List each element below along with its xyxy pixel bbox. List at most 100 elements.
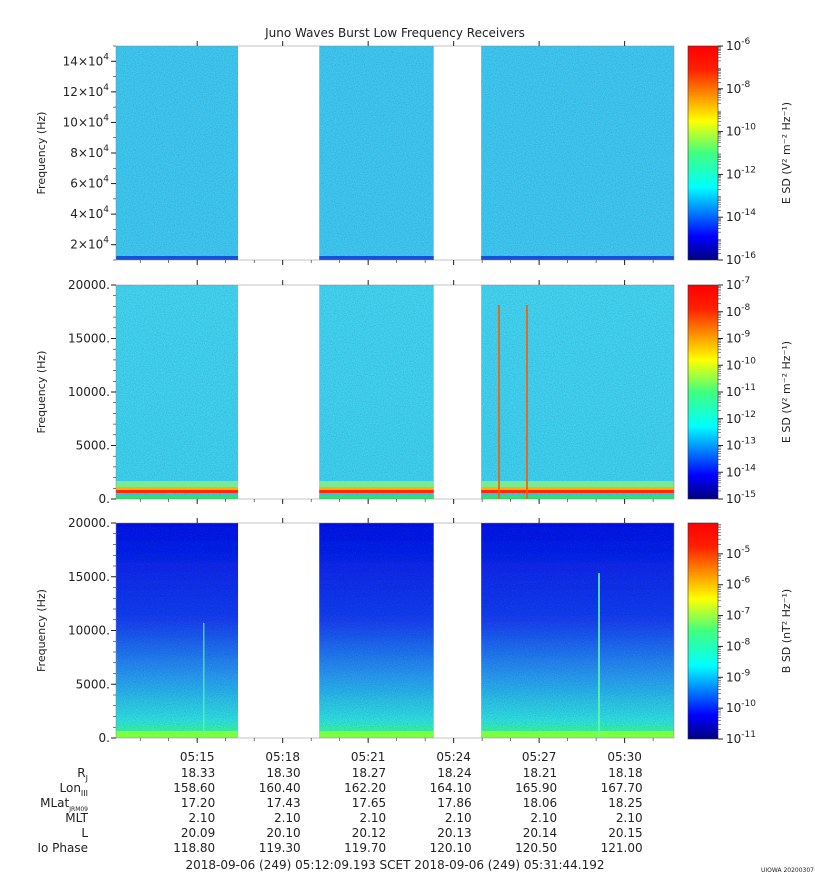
ephemeris-row-label: L xyxy=(81,826,88,840)
y-tick-label: 20000. xyxy=(68,278,110,292)
colorbar-tick-label: 10-10 xyxy=(726,699,756,715)
y-tick-label: 12×104 xyxy=(63,83,110,99)
ephemeris-value: 120.10 xyxy=(430,841,472,855)
colorbar-tick-label: 10-8 xyxy=(726,637,751,653)
emission-band-inner xyxy=(319,487,434,492)
colorbar-tick-label: 10-12 xyxy=(726,165,756,181)
colorbar-tick-label: 10-13 xyxy=(726,437,756,453)
colorbar-tick-label: 10-7 xyxy=(726,276,750,292)
spectrogram-panel-bottom: 0. 5000. 10000. 15000. 20000. Frequency (Hz) 1… xyxy=(35,516,793,746)
ephemeris-value: 118.80 xyxy=(173,841,215,855)
emission-spike xyxy=(526,305,528,499)
colorbar-label: E SD (V² m⁻² Hz⁻¹) xyxy=(780,341,793,443)
ephemeris-value: 18.24 xyxy=(437,766,471,780)
ephemeris-value: 158.60 xyxy=(173,781,215,795)
ephemeris-value: 167.70 xyxy=(601,781,643,795)
x-tick-label: 05:18 xyxy=(265,750,300,764)
colorbar-tick-label: 10-9 xyxy=(726,330,751,346)
low-freq-band xyxy=(116,731,239,738)
data-segment xyxy=(116,523,239,738)
ephemeris-value: 2.10 xyxy=(445,811,472,825)
ephemeris-value: 121.00 xyxy=(601,841,643,855)
colorbar-tick-label: 10-16 xyxy=(726,251,756,267)
y-tick-label: 10×104 xyxy=(63,113,110,129)
data-segment xyxy=(116,285,239,499)
colorbar-tick-label: 10-10 xyxy=(726,123,756,139)
ephemeris-row-label: RJ xyxy=(77,766,88,783)
colorbar-tick-label: 10-5 xyxy=(726,545,750,561)
data-segment xyxy=(319,46,434,260)
colorbar-middle: 10-7 10-8 10-9 10-10 10-11 10-12 10-13 10-14 10-… xyxy=(687,276,793,506)
ephemeris-value: 18.27 xyxy=(352,766,386,780)
ephemeris-row-label: LonIII xyxy=(60,781,89,798)
colorbar-tick-label: 10-11 xyxy=(726,730,756,746)
y-tick-label: 4×104 xyxy=(70,205,109,221)
y-tick-label: 10000. xyxy=(68,624,110,638)
ephemeris-value: 20.09 xyxy=(181,826,215,840)
ephemeris-value: 119.70 xyxy=(344,841,386,855)
ephemeris-value: 18.06 xyxy=(523,796,557,810)
y-tick-label: 0. xyxy=(99,731,110,745)
y-tick-label: 2×104 xyxy=(70,236,109,252)
emission-band-outer xyxy=(116,481,239,487)
emission-band-base xyxy=(481,495,674,499)
low-freq-band xyxy=(116,256,239,260)
colorbar-gradient xyxy=(687,522,719,740)
ephemeris-value: 162.20 xyxy=(344,781,386,795)
ephemeris-value: 17.20 xyxy=(181,796,215,810)
low-freq-band xyxy=(481,731,674,738)
ephemeris-value: 20.15 xyxy=(608,826,642,840)
time-range-label: 2018-09-06 (249) 05:12:09.193 SCET 2018-… xyxy=(185,858,604,872)
ephemeris-row-label: MLatJRM09 xyxy=(40,796,88,813)
low-freq-band xyxy=(319,256,434,260)
ephemeris-value: 20.13 xyxy=(437,826,471,840)
emission-band-base xyxy=(319,495,434,499)
data-segment xyxy=(319,523,434,738)
ephemeris-value: 17.43 xyxy=(266,796,300,810)
colorbar-tick-label: 10-11 xyxy=(726,383,756,399)
ephemeris-value: 18.25 xyxy=(608,796,642,810)
colorbar-tick-label: 10-8 xyxy=(726,80,751,96)
x-tick-label: 05:27 xyxy=(522,750,557,764)
ephemeris-value: 2.10 xyxy=(530,811,557,825)
colorbar-tick-label: 10-15 xyxy=(726,490,756,506)
y-tick-label: 10000. xyxy=(68,385,110,399)
ephemeris-value: 120.50 xyxy=(515,841,557,855)
colorbar-label: B SD (nT² Hz⁻¹) xyxy=(780,589,793,673)
y-axis-label: Frequency (Hz) xyxy=(35,112,48,195)
data-segment xyxy=(481,523,674,738)
emission-band-core xyxy=(481,490,674,493)
ephemeris-value: 119.30 xyxy=(259,841,301,855)
colorbar-tick-label: 10-9 xyxy=(726,668,751,684)
emission-band-base xyxy=(116,495,239,499)
emission-spike xyxy=(598,573,600,738)
colorbar-tick-label: 10-10 xyxy=(726,356,756,372)
y-axis-label: Frequency (Hz) xyxy=(35,589,48,672)
colorbar-tick-label: 10-14 xyxy=(726,208,756,224)
data-segment xyxy=(481,46,674,260)
colorbar-tick-label: 10-14 xyxy=(726,463,756,479)
y-tick-label: 0. xyxy=(99,492,110,506)
x-tick-label: 05:21 xyxy=(351,750,386,764)
ephemeris-value: 18.30 xyxy=(266,766,300,780)
ephemeris-value: 165.90 xyxy=(515,781,557,795)
emission-band-inner xyxy=(116,487,239,492)
low-freq-band xyxy=(319,731,434,738)
emission-band-core xyxy=(116,490,239,493)
y-tick-label: 6×104 xyxy=(70,175,109,191)
spectrogram-panel-top: 2×104 4×104 6×104 8×104 10×104 12×104 14×104 Fr… xyxy=(35,37,793,267)
ephemeris-value: 20.10 xyxy=(266,826,300,840)
y-tick-label: 15000. xyxy=(68,332,110,346)
y-axis-label: Frequency (Hz) xyxy=(35,351,48,434)
x-tick-label: 05:30 xyxy=(607,750,642,764)
colorbar-gradient xyxy=(687,284,719,500)
y-tick-label: 14×104 xyxy=(63,52,110,68)
colorbar-top: 10-6 10-8 10-10 10-12 10-14 10-16 E SD (V² m⁻²… xyxy=(687,37,793,267)
data-segment xyxy=(319,285,434,499)
y-tick-label: 5000. xyxy=(76,677,110,691)
figure-title: Juno Waves Burst Low Frequency Receivers xyxy=(264,26,525,40)
data-segment xyxy=(481,285,674,499)
ephemeris-value: 2.10 xyxy=(359,811,386,825)
emission-band-inner xyxy=(481,487,674,492)
colorbar-gradient xyxy=(687,45,719,261)
